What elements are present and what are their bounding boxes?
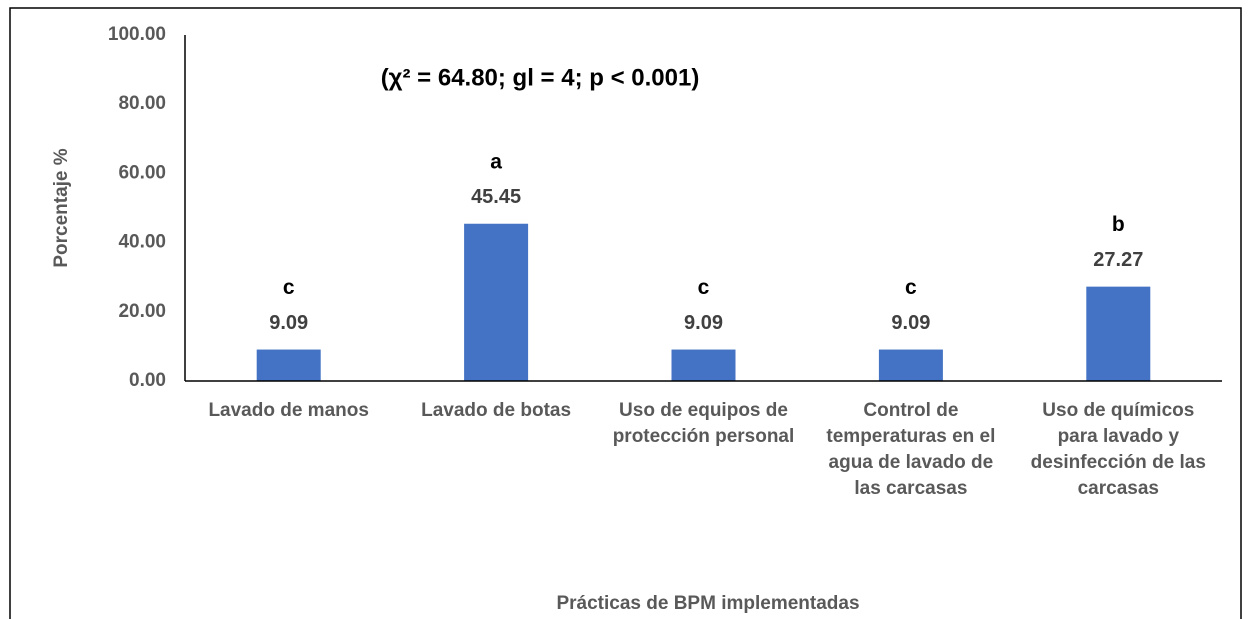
x-axis-title: Prácticas de BPM implementadas bbox=[556, 593, 859, 614]
y-tick-label: 40.00 bbox=[118, 232, 166, 253]
x-tick-label: Lavado de botas bbox=[421, 400, 572, 421]
bar bbox=[464, 223, 529, 381]
value-label: 9.09 bbox=[684, 312, 723, 334]
value-label: 9.09 bbox=[891, 312, 930, 334]
letter-label: c bbox=[905, 276, 917, 299]
letter-label: c bbox=[698, 276, 710, 299]
annotation: (χ² = 64.80; gl = 4; p < 0.001) bbox=[381, 64, 700, 91]
y-axis-title: Porcentaje % bbox=[51, 148, 72, 267]
letter-label: c bbox=[283, 276, 295, 299]
value-label: 27.27 bbox=[1093, 249, 1143, 271]
y-tick-label: 80.00 bbox=[118, 93, 166, 114]
bar bbox=[671, 349, 736, 381]
letter-label: a bbox=[490, 150, 502, 173]
x-tick-label: Uso de químicos para lavado y desinfecci… bbox=[1030, 400, 1206, 499]
bar bbox=[256, 349, 321, 381]
x-tick-label: Control de temperaturas en el agua de la… bbox=[826, 400, 996, 499]
value-label: 9.09 bbox=[269, 312, 308, 334]
y-tick-label: 20.00 bbox=[118, 301, 166, 322]
bar bbox=[1086, 286, 1151, 381]
letter-label: b bbox=[1112, 213, 1125, 236]
value-label: 45.45 bbox=[471, 186, 521, 208]
x-tick-label: Lavado de manos bbox=[208, 400, 369, 421]
bar bbox=[878, 349, 943, 381]
frame bbox=[9, 7, 1242, 619]
y-tick-label: 60.00 bbox=[118, 162, 166, 183]
x-tick-label: Uso de equipos de protección personal bbox=[612, 400, 795, 447]
y-tick-label: 0.00 bbox=[129, 370, 166, 391]
y-tick-label: 100.00 bbox=[108, 24, 166, 45]
